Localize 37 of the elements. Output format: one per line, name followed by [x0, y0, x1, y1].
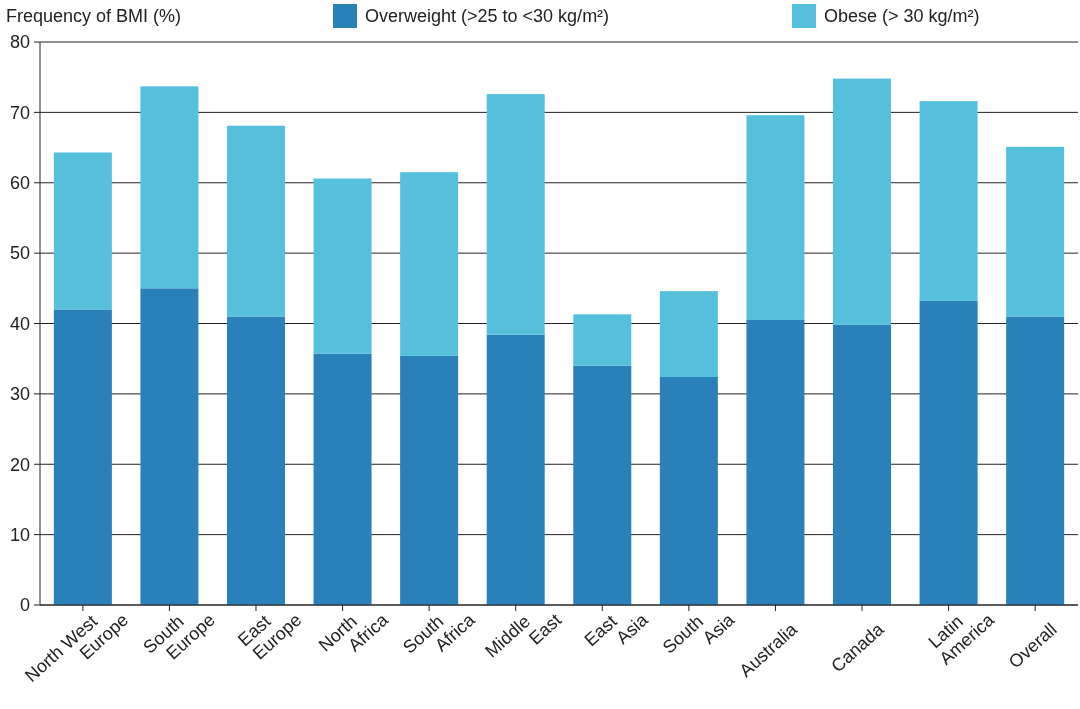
bar [573, 365, 632, 605]
bar [833, 324, 891, 605]
y-tick-label: 20 [9, 454, 30, 475]
bar [227, 125, 285, 317]
y-tick-label: 70 [9, 102, 30, 123]
x-tick-label: East Asia [580, 609, 653, 651]
bar [659, 291, 718, 377]
bar [919, 101, 978, 301]
y-tick-label: 30 [9, 384, 30, 405]
bar [53, 309, 112, 605]
bar [659, 376, 718, 605]
bar [1006, 316, 1065, 605]
y-tick-label: 80 [9, 32, 30, 53]
bar [1006, 146, 1065, 317]
y-tick-label: 10 [9, 524, 30, 545]
legend-label: Overweight (>25 to <30 kg/m²) [365, 6, 610, 26]
y-tick-label: 60 [9, 173, 30, 194]
bar [486, 334, 545, 605]
bar [400, 355, 459, 605]
bar [227, 316, 285, 605]
bar [140, 86, 199, 289]
bar [919, 300, 978, 605]
bar [313, 353, 372, 605]
bar [746, 319, 805, 605]
y-tick-label: 0 [19, 595, 30, 616]
bar [400, 172, 459, 356]
y-tick-label: 40 [9, 313, 30, 334]
bar [486, 94, 545, 335]
y-axis-title: Frequency of BMI (%) [6, 6, 182, 26]
bar [313, 178, 372, 354]
bar [833, 78, 891, 325]
bar [140, 288, 199, 605]
bar [746, 115, 805, 320]
y-tick-label: 50 [9, 243, 30, 264]
bar [573, 314, 632, 366]
legend-label: Obese (> 30 kg/m²) [824, 6, 980, 26]
bar [53, 152, 112, 310]
